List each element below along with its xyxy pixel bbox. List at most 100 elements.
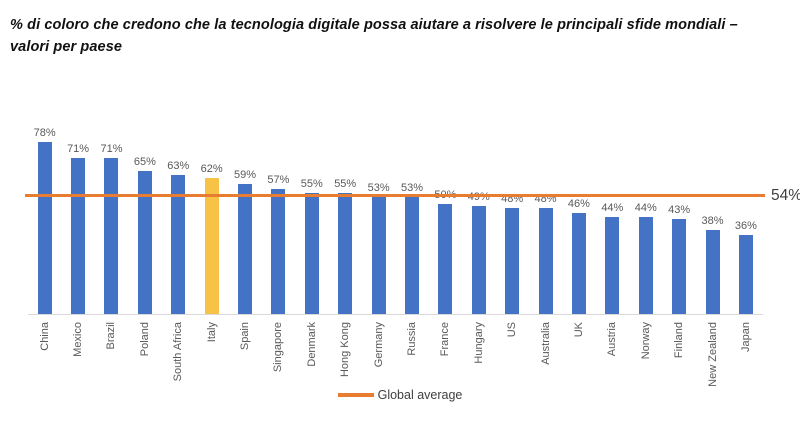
category-label: US <box>506 322 519 338</box>
bar <box>204 177 219 314</box>
category-label: New Zealand <box>706 322 719 387</box>
bar <box>304 193 319 314</box>
bar <box>371 197 386 314</box>
category-column: Japan <box>729 315 762 397</box>
bar-value-label: 59% <box>234 169 257 182</box>
category-column: Spain <box>228 315 261 397</box>
category-column: Austria <box>596 315 629 397</box>
bar-column: 36% <box>729 122 762 314</box>
bar <box>538 208 553 314</box>
bar-column: 53% <box>362 122 395 314</box>
bar-chart: 78%71%71%65%63%62%59%57%55%55%53%53%50%4… <box>25 122 800 397</box>
bar-column: 53% <box>395 122 428 314</box>
legend-line-swatch <box>337 393 374 397</box>
bar <box>505 208 520 314</box>
category-label: France <box>439 322 452 357</box>
bar <box>571 212 586 314</box>
bar-column: 55% <box>295 122 328 314</box>
bar-value-label: 44% <box>601 202 624 215</box>
bar-value-label: 36% <box>734 219 757 232</box>
bar-column: 46% <box>562 122 595 314</box>
bar-value-label: 53% <box>400 182 423 195</box>
bar-value-label: 63% <box>167 160 190 173</box>
category-label: Mexico <box>72 322 85 357</box>
bar-column: 48% <box>495 122 528 314</box>
legend: Global average <box>0 388 800 402</box>
category-label: Russia <box>405 322 418 356</box>
category-label: Hong Kong <box>339 322 352 378</box>
bar-column: 71% <box>95 122 128 314</box>
bar <box>404 197 419 314</box>
bar <box>471 206 486 314</box>
bar-column: 48% <box>529 122 562 314</box>
bar-value-label: 71% <box>100 142 123 155</box>
category-column: Italy <box>195 315 228 397</box>
category-column: New Zealand <box>696 315 729 397</box>
category-label: Norway <box>639 322 652 360</box>
bar-value-label: 78% <box>33 127 56 140</box>
category-column: UK <box>562 315 595 397</box>
global-average-line <box>25 193 765 198</box>
bar-column: 78% <box>28 122 61 314</box>
legend-label: Global average <box>377 388 463 402</box>
bar-column: 49% <box>462 122 495 314</box>
bar <box>271 188 286 314</box>
category-label: Denmark <box>305 322 318 367</box>
category-label: Spain <box>239 322 252 351</box>
category-column: Singapore <box>262 315 295 397</box>
bar <box>605 217 620 314</box>
bar-column: 62% <box>195 122 228 314</box>
category-column: Finland <box>662 315 695 397</box>
category-column: Russia <box>395 315 428 397</box>
bar-column: 57% <box>262 122 295 314</box>
bar <box>338 193 353 314</box>
category-column: Germany <box>362 315 395 397</box>
category-label: Singapore <box>272 322 285 373</box>
category-column: Norway <box>629 315 662 397</box>
category-column: Australia <box>529 315 562 397</box>
category-label: Japan <box>739 322 752 352</box>
category-label: South Africa <box>172 322 185 382</box>
chart-title: % di coloro che credono che la tecnologi… <box>10 17 738 55</box>
bar <box>438 204 453 314</box>
category-label: China <box>38 322 51 351</box>
bar-value-label: 46% <box>567 197 590 210</box>
bar <box>238 184 253 314</box>
category-column: Poland <box>128 315 161 397</box>
bar-column: 44% <box>629 122 662 314</box>
bar <box>638 217 653 314</box>
bar <box>705 230 720 314</box>
category-label: Italy <box>205 322 218 343</box>
bar-value-label: 38% <box>701 215 724 228</box>
bar-column: 43% <box>662 122 695 314</box>
bar-column: 63% <box>162 122 195 314</box>
bar-value-label: 53% <box>367 182 390 195</box>
category-column: South Africa <box>162 315 195 397</box>
bar-column: 59% <box>228 122 261 314</box>
bar-column: 38% <box>696 122 729 314</box>
category-column: France <box>429 315 462 397</box>
category-label: Australia <box>539 322 552 365</box>
category-label: Germany <box>372 322 385 368</box>
bar-column: 65% <box>128 122 161 314</box>
category-label: Brazil <box>105 322 118 350</box>
category-column: China <box>28 315 61 397</box>
category-column: Hong Kong <box>329 315 362 397</box>
bar-value-label: 57% <box>267 173 290 186</box>
category-column: Hungary <box>462 315 495 397</box>
category-axis-labels: China Mexico Brazil Poland South Africa Italy… <box>28 315 763 397</box>
bar <box>738 234 753 314</box>
bar-column: 55% <box>329 122 362 314</box>
category-label: Hungary <box>472 322 485 364</box>
category-label: Austria <box>606 322 619 357</box>
plot-area: 78%71%71%65%63%62%59%57%55%55%53%53%50%4… <box>25 122 800 315</box>
bar <box>37 142 52 314</box>
bar-value-label: 62% <box>200 162 223 175</box>
bar-value-label: 44% <box>634 202 657 215</box>
bar-column: 71% <box>61 122 94 314</box>
category-label: UK <box>572 322 585 338</box>
category-column: Brazil <box>95 315 128 397</box>
bar-value-label: 55% <box>334 178 357 190</box>
bar <box>71 157 86 314</box>
